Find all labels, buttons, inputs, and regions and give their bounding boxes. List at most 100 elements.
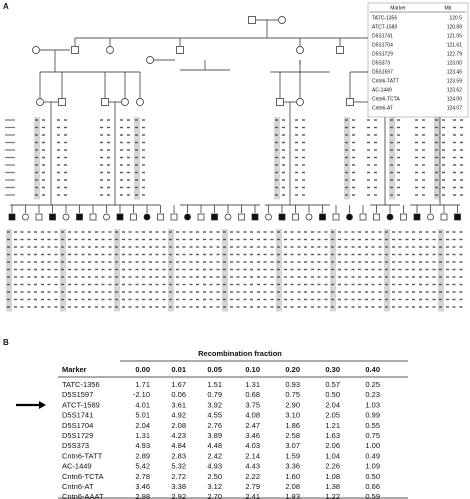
haplotype-bar: [222, 229, 228, 312]
cell: 0.75: [285, 390, 300, 399]
cell: D5S1729: [62, 431, 93, 440]
cell: AC-1449: [372, 87, 392, 93]
panel-label: B: [3, 338, 9, 347]
cell: 1.83: [285, 492, 300, 499]
female-symbol: [146, 56, 154, 64]
male-symbol: [197, 213, 205, 221]
male-symbol: [319, 213, 326, 221]
cell: 0.25: [365, 380, 380, 389]
male-symbol: [35, 213, 43, 221]
cell: Cntn6-TCTA: [372, 96, 400, 102]
cell: 4.48: [207, 441, 222, 450]
column-header: 0.05: [207, 365, 222, 374]
cell: Cntn6-TCTA: [62, 472, 104, 481]
cell: 2.42: [207, 451, 222, 460]
cell: 1.63: [325, 431, 340, 440]
female-symbol: [106, 46, 114, 54]
cell: 2.78: [135, 472, 150, 481]
male-symbol: [238, 213, 245, 221]
cell: 3.07: [285, 441, 300, 450]
cell: 3.89: [207, 431, 222, 440]
cell: 4.01: [135, 400, 150, 409]
cell: 2.98: [135, 492, 150, 499]
haplotype-bar: [34, 117, 40, 200]
cell: 1.38: [325, 482, 340, 491]
column-header: 0.00: [135, 365, 150, 374]
male-symbol: [276, 98, 284, 106]
male-symbol: [157, 213, 164, 221]
cell: 2.89: [135, 451, 150, 460]
male-symbol: [332, 213, 340, 221]
male-symbol: [336, 46, 344, 54]
marker-table-box: [367, 2, 469, 118]
haplotype-bar: [60, 229, 66, 312]
column-header: 0.10: [245, 365, 260, 374]
cell: 1.03: [365, 400, 380, 409]
cell: 2.08: [171, 421, 186, 430]
male-symbol: [454, 213, 461, 221]
female-symbol: [36, 98, 44, 106]
cell: 124.00: [447, 96, 463, 102]
male-symbol: [58, 98, 66, 106]
male-symbol: [116, 213, 124, 221]
cell: 0.79: [207, 390, 222, 399]
column-header: Marker: [390, 5, 406, 11]
cell: 2.50: [207, 472, 222, 481]
cell: D5S1704: [62, 421, 93, 430]
male-symbol: [8, 213, 16, 221]
cell: 1.04: [325, 451, 340, 460]
cell: TATC-1356: [62, 380, 100, 389]
cell: 0.57: [325, 380, 340, 389]
cell: 2.41: [245, 492, 260, 499]
cell: 2.04: [135, 421, 150, 430]
cell: 1.21: [325, 421, 340, 430]
cell: 0.66: [365, 482, 380, 491]
cell: TATC-1356: [372, 15, 397, 21]
cell: 120.89: [447, 24, 463, 30]
cell: 4.23: [171, 431, 186, 440]
haplotype-bar: [389, 117, 395, 200]
cell: 0.50: [365, 472, 380, 481]
cell: 121.05: [447, 33, 463, 39]
cell: 1.51: [207, 380, 222, 389]
haplotype-bar: [114, 229, 120, 312]
cell: 2.08: [285, 482, 300, 491]
cell: 120.5: [449, 15, 462, 21]
cell: 2.76: [207, 421, 222, 430]
cell: 3.61: [171, 400, 186, 409]
female-symbol: [224, 213, 232, 221]
male-symbol: [170, 213, 178, 221]
male-symbol: [278, 213, 286, 221]
cell: D5S1597: [372, 69, 393, 75]
cell: 2.79: [245, 482, 260, 491]
cell: 2.47: [245, 421, 260, 430]
cell: 2.70: [207, 492, 222, 499]
cell: 4.92: [171, 411, 186, 420]
cell: 4.93: [207, 462, 222, 471]
cell: 123.00: [447, 60, 463, 66]
cell: 1.00: [365, 441, 380, 450]
cell: 1.59: [285, 451, 300, 460]
cell: 0.93: [285, 380, 300, 389]
cell: 123.62: [447, 87, 463, 93]
cell: 0.23: [365, 390, 380, 399]
cell: 3.92: [207, 400, 222, 409]
cell: 123.59: [447, 78, 463, 84]
male-symbol: [373, 213, 380, 221]
haplotype-bar: [330, 229, 336, 312]
male-symbol: [359, 213, 367, 221]
haplotype-bar: [344, 117, 350, 200]
cell: 2.83: [171, 451, 186, 460]
cell: 5.42: [135, 462, 150, 471]
cell: Cntn6-AT: [62, 482, 94, 491]
female-symbol: [346, 213, 353, 221]
arrow: [16, 401, 46, 409]
male-symbol: [251, 213, 259, 221]
female-symbol: [143, 213, 151, 221]
cell: 0.06: [171, 390, 186, 399]
panel-label: A: [3, 2, 9, 11]
lod-table: Recombination fraction Marker 0.00 0.01 0.05…: [58, 349, 408, 499]
column-header: 0.01: [171, 365, 186, 374]
male-symbol: [76, 213, 83, 221]
